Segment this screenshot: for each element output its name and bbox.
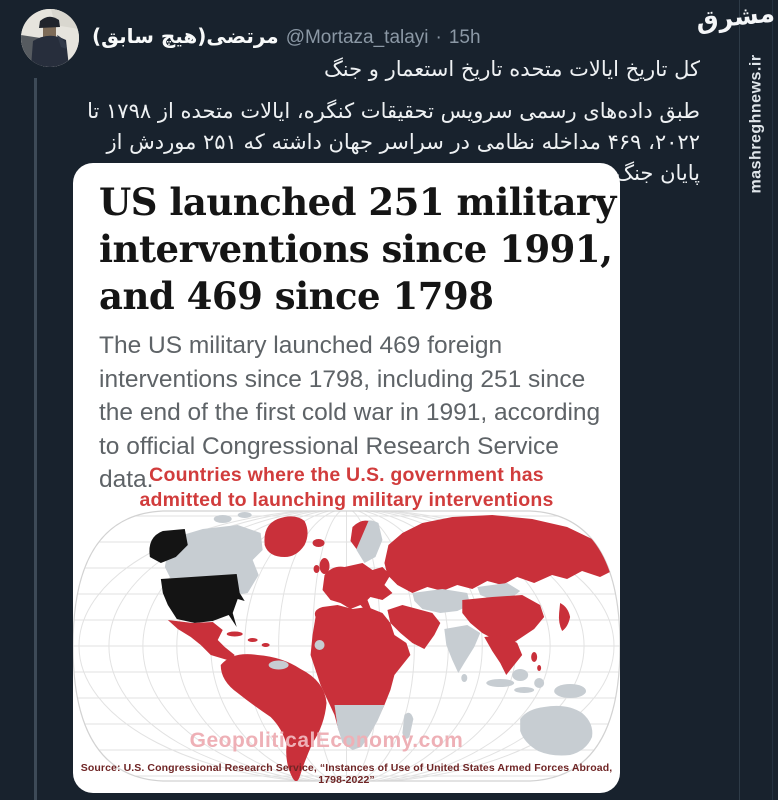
tweet-paragraph-1: کل تاریخ ایالات متحده تاریخ استعمار و جن… [323,57,700,81]
headline-line-1: US launched 251 military [99,180,616,224]
land-caribbean [247,638,258,642]
land-southern-africa [334,705,385,750]
land-arctic-islands [213,515,232,523]
land-china [462,595,545,645]
avatar-photo [21,9,79,67]
land-greenland [264,516,308,557]
land-mexico-central-america [167,620,235,661]
land-central-asia [412,589,471,613]
land-japan [558,603,571,631]
land-usa [160,574,245,627]
land-uk [319,558,330,574]
headline-line-3: and 469 since 1798 [99,274,494,318]
land-sumatra-java [486,679,515,687]
land-africa [310,605,411,749]
land-philippines [531,652,538,662]
site-watermark: mashreghnews.ir [740,6,774,242]
user-handle[interactable]: @Mortaza_talayi [285,27,429,48]
land-mongolia [477,583,521,599]
land-south-america [220,654,327,781]
map-source-citation: Source: U.S. Congressional Research Serv… [80,762,613,786]
headline-line-2: interventions since 1991, [99,227,613,271]
geopolitical-economy-watermark: GeopoliticalEconomy.com [189,729,464,752]
land-sulawesi [534,678,545,688]
land-sri-lanka [461,674,468,682]
map-title-line-2: admitted to launching military intervent… [139,489,554,511]
tweet-header: مرتضی(هیچ سابق) @Mortaza_talayi · 15h [92,24,688,49]
right-edge-line [772,0,773,800]
land-australia [520,705,593,756]
land-norway [350,520,369,549]
map-title-line-1: Countries where the U.S. government has [149,464,544,486]
land-ireland [313,565,320,573]
infographic-body: The US military launched 469 foreign int… [99,332,601,493]
land-russia [384,515,613,593]
land-guianas [268,660,289,670]
tweet-media-card[interactable]: US launched 251 military interventions s… [73,163,620,793]
land-arctic-islands-2 [237,512,252,518]
map-landmasses [149,512,613,781]
land-caribbean-2 [261,643,270,647]
land-europe [322,563,393,613]
world-map-svg [73,510,620,782]
infographic-headline: US launched 251 military interventions s… [99,179,616,320]
land-new-guinea [554,684,587,698]
land-india [444,625,481,673]
world-map [73,505,620,787]
land-middle-east [387,605,441,649]
display-name[interactable]: مرتضی(هیچ سابق) [92,24,279,48]
land-madagascar [402,712,414,739]
mashregh-logo: مشرق [694,0,777,36]
watermark-strip-divider [739,0,740,800]
land-southeast-asia [484,635,523,675]
land-alaska [149,529,188,563]
avatar[interactable] [21,9,79,67]
thread-connector-line [34,78,37,800]
land-west-africa-gray [314,640,325,650]
land-lesser-sunda [514,687,535,693]
land-philippines-2 [537,665,542,671]
timestamp[interactable]: 15h [448,27,481,48]
land-cuba [226,631,243,637]
land-iceland [312,539,325,547]
land-borneo [512,669,529,681]
map-title: Countries where the U.S. government has … [73,463,620,513]
separator-dot: · [435,27,442,48]
map-outline [73,510,620,782]
site-watermark-text: mashreghnews.ir [748,54,766,194]
